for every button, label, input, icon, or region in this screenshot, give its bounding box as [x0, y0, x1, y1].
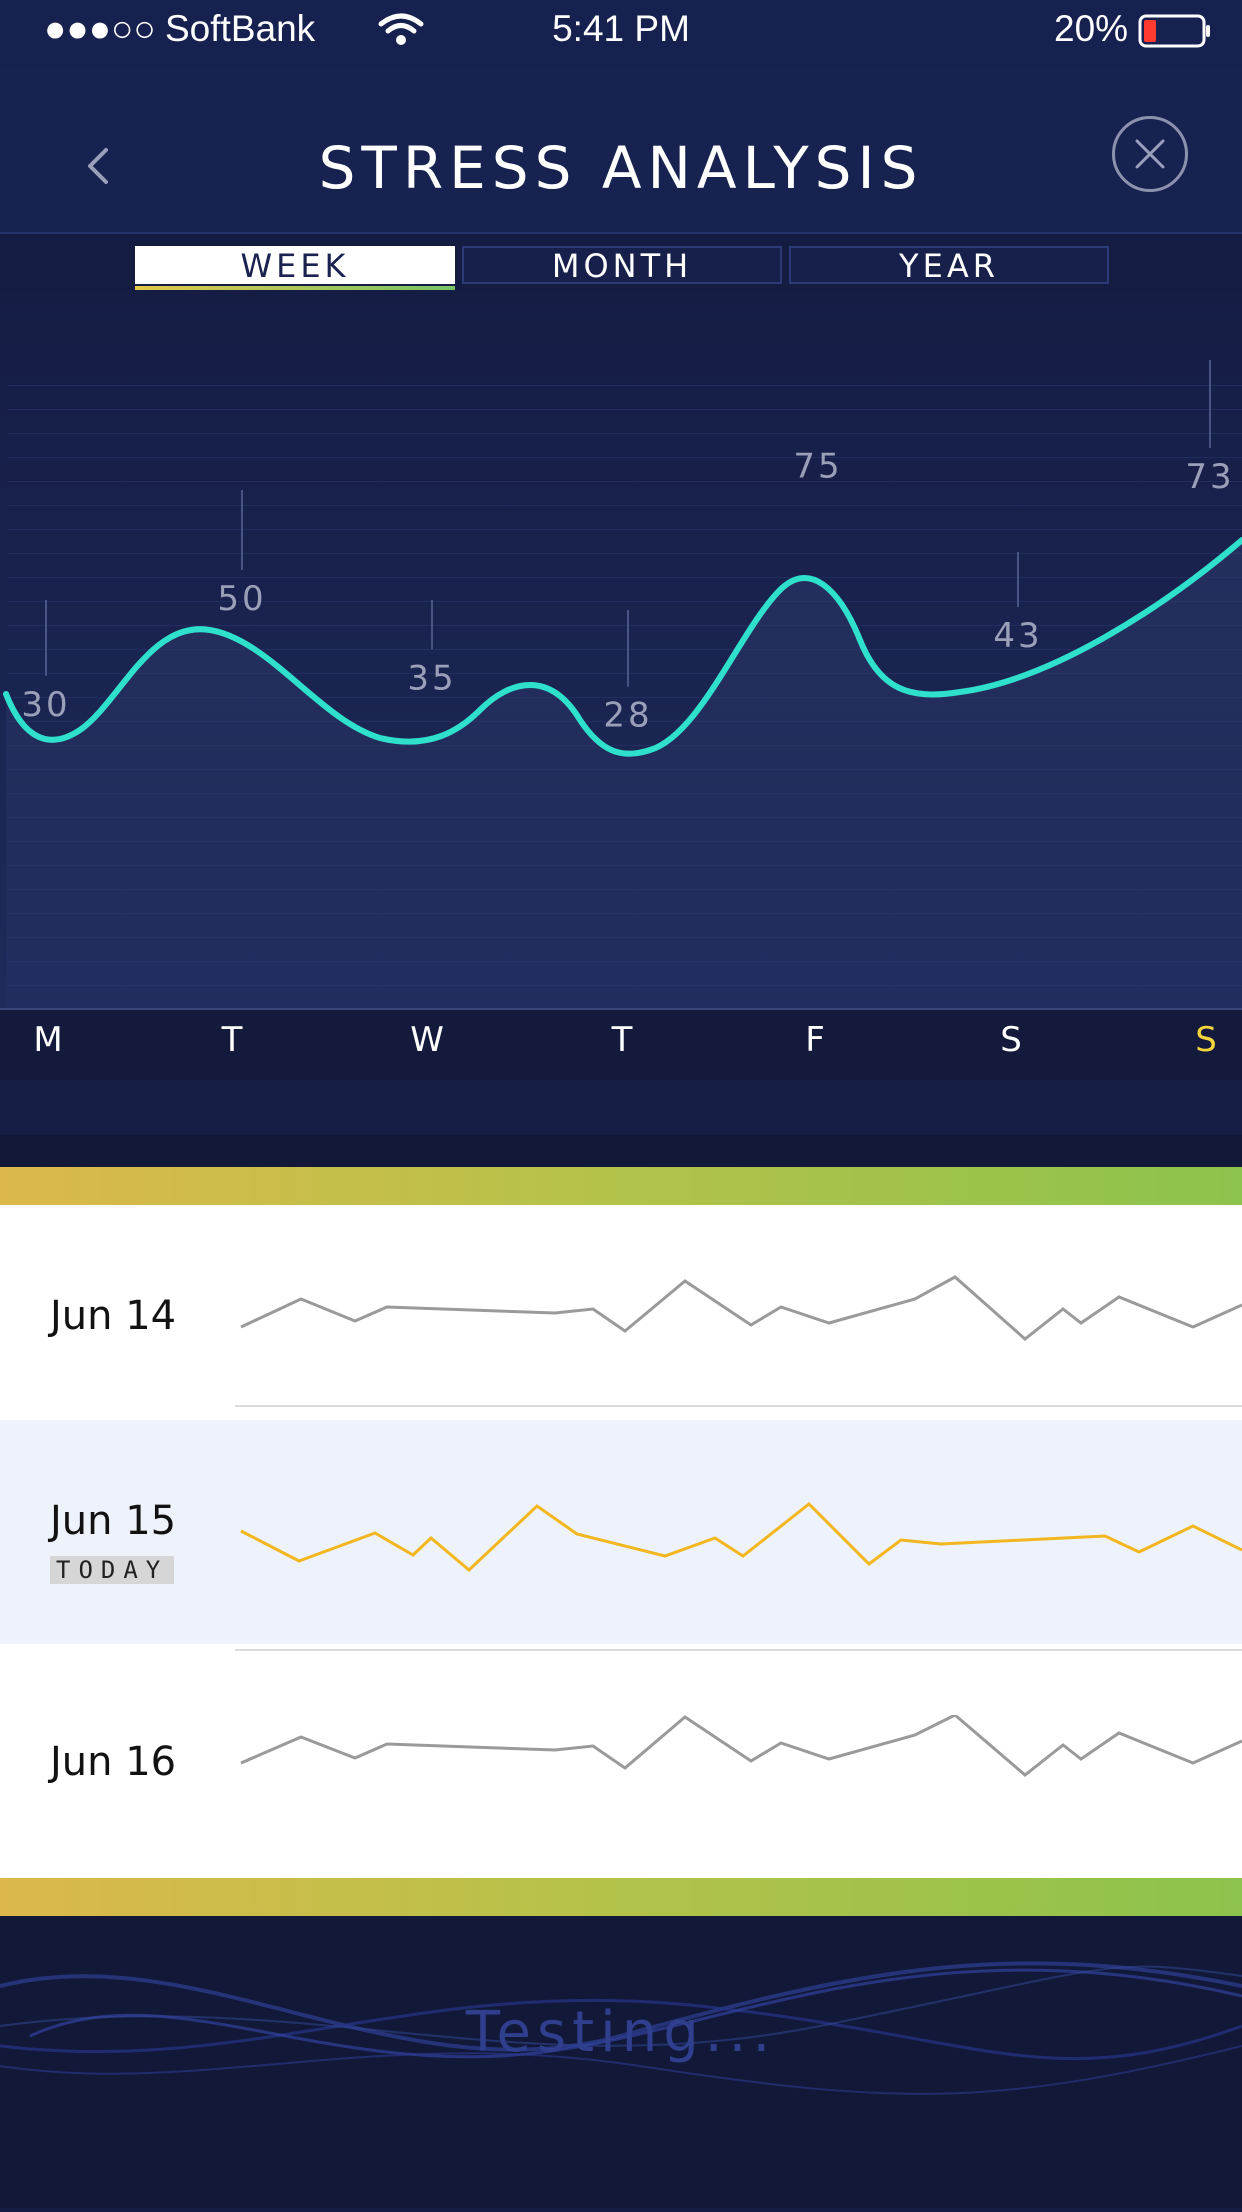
chart-value-label: 75: [793, 447, 842, 487]
history-sparkline: [240, 1715, 1242, 1777]
day-label[interactable]: M: [33, 1020, 63, 1060]
history-date: Jun 14: [50, 1293, 177, 1339]
history-date: Jun 16: [50, 1739, 177, 1785]
day-label[interactable]: T: [221, 1020, 243, 1060]
signal-strength-icon: ●●●○○: [44, 8, 156, 49]
chevron-left-icon[interactable]: [78, 136, 118, 196]
history-row-jun-15[interactable]: Jun 15 TODAY: [0, 1420, 1242, 1644]
tab-week[interactable]: WEEK: [135, 246, 455, 284]
close-icon: [1135, 139, 1165, 169]
chart-value-label: 35: [407, 659, 456, 699]
day-label[interactable]: S: [1000, 1020, 1022, 1060]
chart-value-label: 50: [217, 579, 266, 619]
testing-area: [0, 1916, 1242, 2208]
chart-value-label: 30: [21, 685, 70, 725]
chart-drop-lines: [45, 360, 1211, 687]
battery-percent: 20%: [1054, 8, 1129, 49]
chart-value-label: 73: [1185, 457, 1234, 497]
today-badge: TODAY: [50, 1556, 175, 1584]
day-axis: [0, 1010, 1242, 1080]
wave-animation: [0, 1961, 1242, 2095]
chart-footer-strip: [0, 1135, 1242, 1167]
chart-value-label: 28: [603, 696, 652, 736]
stress-gradient-bar-bottom: [0, 1878, 1242, 1916]
close-button[interactable]: [1112, 116, 1188, 192]
chart-line: [3, 537, 1242, 757]
history-row-jun-14[interactable]: Jun 14: [0, 1205, 1242, 1420]
history-list: Jun 14 Jun 15 TODAY Jun 16: [0, 1205, 1242, 1878]
row-divider: [235, 1405, 1242, 1407]
day-label[interactable]: S: [1195, 1020, 1217, 1060]
active-tab-indicator: [135, 286, 455, 290]
battery-icon: [1138, 14, 1210, 48]
history-row-jun-16[interactable]: Jun 16: [0, 1655, 1242, 1878]
chart-series-line: [3, 537, 1242, 757]
chart-value-labels: 30 50 35 28 75 43 73: [21, 447, 1234, 736]
day-label[interactable]: F: [805, 1020, 825, 1060]
wifi-icon: [378, 13, 424, 45]
testing-status: Testing...: [465, 2000, 777, 2065]
row-divider: [235, 1649, 1242, 1651]
nav-bar: STRESS ANALYSIS: [0, 66, 1242, 234]
history-sparkline: [240, 1275, 1242, 1341]
chart-value-label: 43: [993, 616, 1042, 656]
day-label[interactable]: W: [410, 1020, 444, 1060]
stress-gradient-bar-top: [0, 1167, 1242, 1205]
stress-week-chart: 30 50 35 28 75 43 73: [0, 290, 1242, 1010]
day-label[interactable]: T: [611, 1020, 633, 1060]
chart-footer: [0, 1080, 1242, 1135]
history-date: Jun 15: [50, 1498, 177, 1544]
carrier-name: SoftBank: [165, 8, 316, 49]
status-bar: ●●●○○ SoftBank 5:41 PM 20%: [0, 0, 1242, 66]
tab-month[interactable]: MONTH: [462, 246, 782, 284]
history-sparkline: [240, 1501, 1242, 1573]
page-title: STRESS ANALYSIS: [318, 134, 924, 202]
clock-time: 5:41 PM: [552, 8, 690, 49]
tab-year[interactable]: YEAR: [789, 246, 1109, 284]
